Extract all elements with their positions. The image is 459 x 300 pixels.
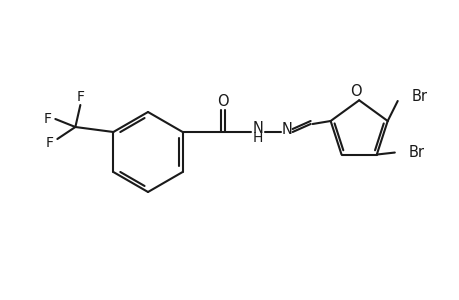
- Text: N: N: [252, 121, 263, 136]
- Text: N: N: [280, 122, 291, 136]
- Text: H: H: [252, 131, 262, 145]
- Text: F: F: [43, 112, 51, 126]
- Text: Br: Br: [411, 88, 427, 104]
- Text: F: F: [76, 90, 84, 104]
- Text: O: O: [216, 94, 228, 109]
- Text: Br: Br: [408, 145, 424, 160]
- Text: O: O: [350, 84, 361, 99]
- Text: F: F: [45, 136, 53, 150]
